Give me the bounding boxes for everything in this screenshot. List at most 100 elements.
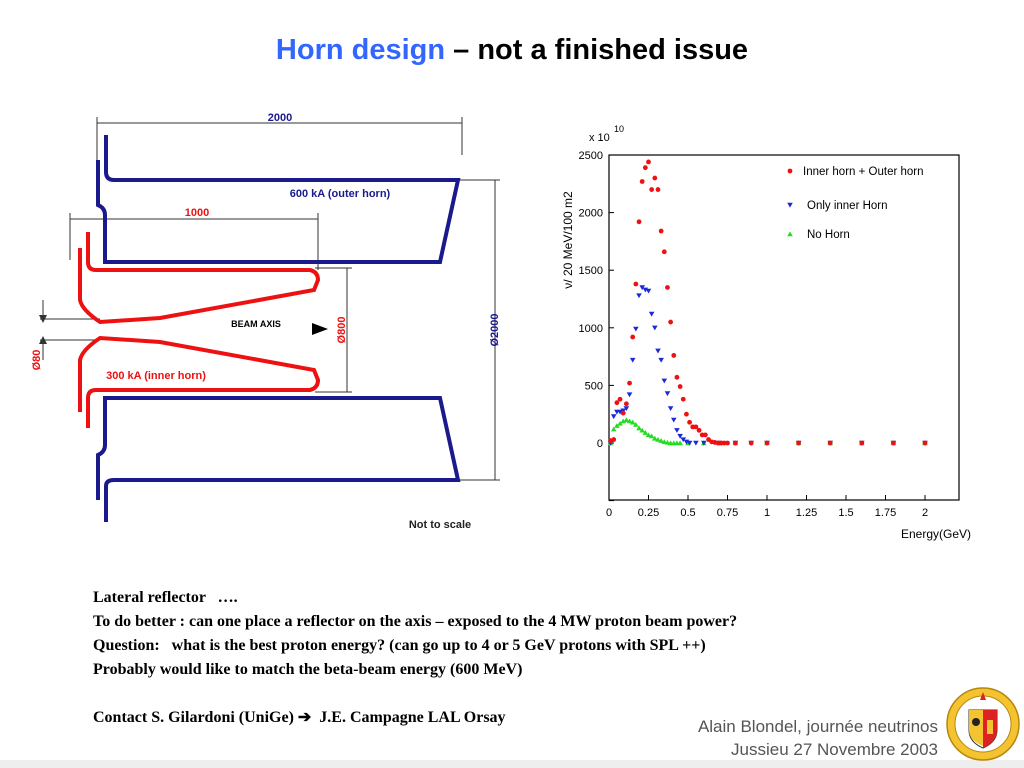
inner-horn: [78, 232, 321, 428]
data-point: [677, 440, 683, 446]
x-tick-label: 1: [764, 507, 770, 519]
data-point: [642, 430, 649, 435]
data-point: [636, 219, 642, 225]
data-point: [610, 414, 617, 420]
data-point: [623, 406, 630, 412]
x-tick-label: 1.5: [838, 507, 853, 519]
x-tick-label: 0.25: [638, 507, 659, 519]
data-point: [661, 249, 667, 255]
outer-horn: [96, 135, 461, 522]
data-point: [677, 384, 683, 389]
data-point: [649, 187, 655, 192]
data-point: [620, 410, 626, 416]
dimension-lines: [39, 117, 500, 481]
y-tick-label: 2500: [579, 150, 603, 162]
data-point: [670, 417, 677, 423]
slide-title: Horn design – not a finished issue: [0, 34, 1024, 67]
data-point: [626, 392, 633, 398]
x-tick-label: 1.25: [796, 507, 817, 519]
data-point: [748, 440, 754, 446]
data-point: [922, 440, 928, 446]
data-point: [859, 440, 865, 446]
data-point: [614, 400, 620, 406]
data-point: [667, 406, 674, 412]
horn-diagram: 2000 1000 Ø2000 Ø800 Ø80 600 kA (outer h…: [31, 112, 501, 531]
data-point: [633, 326, 639, 332]
x-tick-label: 0.75: [717, 507, 738, 519]
data-point: [652, 435, 658, 441]
y-tick-label: 2000: [579, 208, 603, 220]
dim-total-length: 2000: [268, 112, 292, 124]
data-point: [617, 420, 623, 426]
contact-right: J.E. Campagne LAL Orsay: [319, 709, 506, 726]
data-point: [617, 409, 623, 415]
data-point: [655, 187, 661, 192]
data-point: [639, 179, 645, 184]
note-line-2: To do better : can one place a reflector…: [93, 613, 738, 630]
legend-marker: [787, 202, 793, 208]
data-point: [674, 374, 680, 380]
data-point: [693, 440, 699, 446]
outer-horn-label: 600 kA (outer horn): [290, 188, 391, 200]
data-point: [629, 419, 636, 425]
data-point: [696, 427, 702, 433]
dim-phi2000: Ø2000: [489, 313, 501, 346]
notes-spacer: [93, 682, 737, 706]
y-axis-label: ν/ 20 MeV/100 m2: [561, 191, 575, 289]
data-point: [733, 440, 738, 446]
data-point: [655, 436, 661, 442]
data-point: [617, 396, 623, 402]
data-point: [680, 396, 686, 402]
data-point: [671, 353, 677, 358]
x-tick-label: 0: [606, 507, 612, 519]
y-axis: 2500 2000 1500 1000 500 0: [579, 150, 614, 502]
data-point: [658, 438, 664, 443]
inner-horn-label: 300 kA (inner horn): [106, 370, 206, 382]
dim-phi800: Ø800: [336, 317, 348, 344]
data-point: [633, 281, 639, 287]
data-point: [702, 432, 708, 438]
footer-line-1: Alain Blondel, journée neutrinos: [697, 717, 938, 736]
data-point: [764, 440, 770, 446]
y-tick-label: 500: [585, 380, 603, 392]
legend-label: Only inner Horn: [807, 200, 888, 212]
data-point: [639, 285, 645, 291]
data-point: [639, 427, 645, 433]
footer-line-2: Jussieu 27 Novembre 2003: [731, 740, 938, 759]
data-point: [646, 159, 651, 165]
data-point: [668, 319, 674, 325]
beam-axis-label: BEAM AXIS: [231, 319, 281, 329]
university-seal-logo: [946, 687, 1020, 761]
data-point: [630, 334, 636, 340]
dim-inner-length: 1000: [185, 207, 209, 219]
series-1: [607, 285, 928, 446]
footer-credit: Alain Blondel, journée neutrinos Jussieu…: [698, 715, 938, 761]
data-point: [674, 428, 680, 433]
contact-line: Contact S. Gilardoni (UniGe) ➔ J.E. Camp…: [93, 706, 737, 730]
data-point: [677, 433, 683, 439]
y-tick-label: 0: [597, 438, 603, 450]
notes-block: Lateral reflector …. To do better : can …: [93, 586, 737, 730]
data-point: [623, 401, 629, 407]
data-point: [633, 421, 639, 427]
legend: Inner horn + Outer horn Only inner Horn No…: [787, 166, 924, 241]
data-point: [687, 419, 692, 425]
data-marks: [607, 159, 928, 446]
y-tick-label: 1500: [579, 265, 603, 277]
data-point: [611, 437, 617, 442]
flux-chart: 2500 2000 1500 1000 500 0 0 0.25 0.5 0.75 1 1.25 1.…: [561, 124, 971, 541]
data-point: [645, 432, 652, 438]
data-point: [652, 325, 658, 331]
data-point: [648, 311, 655, 317]
data-point: [629, 357, 636, 363]
x-axis-label: Energy(GeV): [901, 527, 971, 541]
data-point: [664, 391, 671, 397]
legend-label: Inner horn + Outer horn: [803, 166, 924, 178]
note-line-4: Probably would like to match the beta-be…: [93, 661, 523, 678]
title-rest: – not a finished issue: [445, 34, 749, 66]
not-to-scale-note: Not to scale: [409, 519, 471, 531]
data-point: [827, 440, 833, 446]
legend-label: No Horn: [807, 229, 850, 241]
data-point: [725, 440, 730, 446]
note-line-3: Question: what is the best proton energy…: [93, 637, 706, 654]
